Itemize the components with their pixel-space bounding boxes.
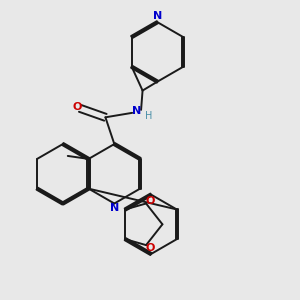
Text: O: O xyxy=(146,196,155,206)
Text: N: N xyxy=(153,11,162,21)
Text: O: O xyxy=(73,102,82,112)
Text: O: O xyxy=(146,243,155,253)
Text: H: H xyxy=(145,111,152,121)
Text: N: N xyxy=(110,203,119,213)
Text: N: N xyxy=(132,106,141,116)
